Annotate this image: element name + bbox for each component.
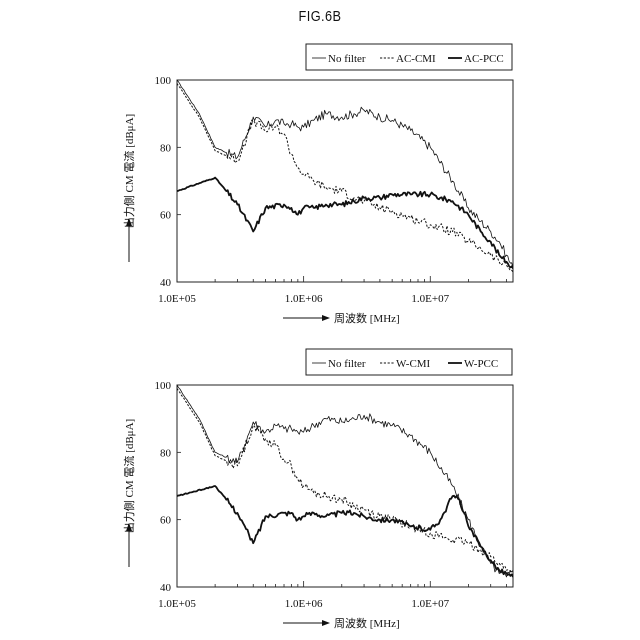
legend-label: W-CMI [396, 358, 431, 370]
legend: No filter AC-CMI AC-PCC [305, 43, 513, 71]
y-tick-label: 100 [155, 75, 172, 87]
figure-title: FIG.6B [298, 8, 342, 25]
y-axis-label: 出力側 CM 電流 [dBμA] [122, 419, 136, 533]
series-line-w-cmi [177, 388, 513, 577]
series-line-no-filter [177, 80, 513, 269]
legend-label: AC-CMI [396, 53, 436, 65]
y-tick-label: 40 [160, 277, 172, 289]
legend-box [305, 348, 513, 376]
series-line-w-pcc [177, 485, 513, 578]
legend-label: No filter [328, 358, 366, 370]
chart-2: 1.0E+05 1.0E+06 1.0E+07 40 60 80 100 周波数 [MHz] 出… [122, 348, 514, 630]
x-axis-label: 周波数 [MHz] [334, 312, 400, 325]
plot-frame [176, 384, 514, 588]
x-tick-label: 1.0E+07 [411, 293, 449, 305]
y-tick-label: 100 [155, 380, 172, 392]
legend-label: W-PCC [464, 358, 498, 370]
series-line-no-filter [177, 385, 513, 578]
x-axis-arrow-head [322, 315, 330, 321]
y-tick-label: 80 [160, 142, 172, 154]
y-tick-label: 60 [160, 210, 172, 222]
legend-label: No filter [328, 53, 366, 65]
y-tick-label: 60 [160, 515, 172, 527]
series-line-ac-pcc [177, 176, 513, 269]
x-tick-label: 1.0E+05 [158, 293, 196, 305]
x-axis-label: 周波数 [MHz] [334, 617, 400, 630]
y-tick-label: 80 [160, 447, 172, 459]
x-tick-label: 1.0E+06 [285, 598, 323, 610]
legend: No filter W-CMI W-PCC [305, 348, 513, 376]
x-tick-label: 1.0E+07 [411, 598, 449, 610]
y-tick-label: 40 [160, 582, 172, 594]
x-tick-label: 1.0E+05 [158, 598, 196, 610]
legend-label: AC-PCC [464, 53, 504, 65]
chart-1: 1.0E+05 1.0E+06 1.0E+07 40 60 80 100 周波数 [MHz] 出… [122, 43, 514, 325]
x-tick-label: 1.0E+06 [285, 293, 323, 305]
y-axis-arrow-head [126, 218, 132, 226]
x-axis-arrow-head [322, 620, 330, 626]
series-line-ac-cmi [177, 83, 513, 273]
y-axis-label: 出力側 CM 電流 [dBμA] [122, 114, 136, 228]
legend-box [305, 43, 513, 71]
y-axis-arrow-head [126, 523, 132, 531]
plot-frame [176, 79, 514, 283]
